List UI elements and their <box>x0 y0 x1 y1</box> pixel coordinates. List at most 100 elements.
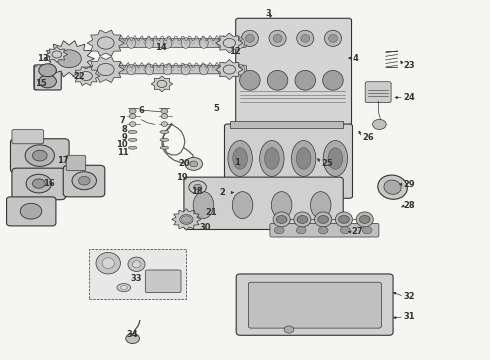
Circle shape <box>276 216 287 224</box>
Text: 23: 23 <box>404 62 416 71</box>
Circle shape <box>340 226 350 234</box>
Circle shape <box>32 150 47 161</box>
Circle shape <box>80 72 92 81</box>
Ellipse shape <box>128 138 137 141</box>
Circle shape <box>296 226 306 234</box>
Ellipse shape <box>236 38 245 48</box>
Ellipse shape <box>301 35 310 42</box>
Ellipse shape <box>163 64 172 75</box>
Ellipse shape <box>268 71 288 90</box>
Circle shape <box>157 80 167 87</box>
Ellipse shape <box>297 30 314 46</box>
FancyBboxPatch shape <box>230 121 343 129</box>
Circle shape <box>181 216 191 223</box>
FancyBboxPatch shape <box>224 124 352 198</box>
Ellipse shape <box>236 64 245 75</box>
Ellipse shape <box>199 38 208 48</box>
FancyBboxPatch shape <box>236 18 351 125</box>
Text: 34: 34 <box>127 330 139 339</box>
Circle shape <box>72 172 97 190</box>
Ellipse shape <box>128 257 145 271</box>
Text: 2: 2 <box>220 188 225 197</box>
Ellipse shape <box>245 35 254 42</box>
Ellipse shape <box>160 130 169 134</box>
Text: 32: 32 <box>404 292 416 301</box>
FancyBboxPatch shape <box>12 130 44 144</box>
Circle shape <box>129 114 136 118</box>
Polygon shape <box>46 46 68 62</box>
Ellipse shape <box>145 64 154 75</box>
Text: 33: 33 <box>130 274 142 283</box>
Ellipse shape <box>160 138 169 141</box>
Ellipse shape <box>273 35 282 42</box>
Ellipse shape <box>335 212 352 227</box>
Circle shape <box>20 203 42 219</box>
Ellipse shape <box>128 146 137 149</box>
Circle shape <box>194 184 201 190</box>
Circle shape <box>161 114 168 118</box>
Ellipse shape <box>160 146 169 149</box>
Circle shape <box>180 215 193 224</box>
Text: 18: 18 <box>191 187 203 196</box>
FancyBboxPatch shape <box>236 274 393 335</box>
Text: 17: 17 <box>57 157 69 166</box>
Ellipse shape <box>265 148 279 169</box>
Text: 14: 14 <box>155 43 167 52</box>
Circle shape <box>58 50 80 67</box>
Ellipse shape <box>228 140 252 176</box>
Text: 16: 16 <box>43 179 54 188</box>
Ellipse shape <box>163 38 172 48</box>
Ellipse shape <box>127 38 136 48</box>
Circle shape <box>52 51 62 58</box>
Ellipse shape <box>242 30 258 46</box>
Circle shape <box>185 157 202 170</box>
Ellipse shape <box>218 38 226 48</box>
Circle shape <box>161 122 168 126</box>
Text: 31: 31 <box>404 312 416 321</box>
Circle shape <box>189 181 206 194</box>
FancyBboxPatch shape <box>34 65 61 90</box>
Ellipse shape <box>292 140 316 176</box>
Ellipse shape <box>132 261 141 268</box>
Circle shape <box>129 122 136 126</box>
Text: 9: 9 <box>122 133 128 142</box>
FancyBboxPatch shape <box>10 139 69 173</box>
FancyBboxPatch shape <box>102 39 246 47</box>
Text: 3: 3 <box>266 9 271 18</box>
Ellipse shape <box>218 64 226 75</box>
Text: 10: 10 <box>116 140 128 149</box>
Text: 20: 20 <box>178 159 190 168</box>
Polygon shape <box>216 59 243 80</box>
Polygon shape <box>172 209 201 230</box>
Text: 22: 22 <box>73 72 85 81</box>
Circle shape <box>25 145 54 166</box>
Polygon shape <box>216 33 243 53</box>
Ellipse shape <box>127 64 136 75</box>
Circle shape <box>98 37 114 49</box>
Ellipse shape <box>102 258 114 269</box>
Ellipse shape <box>328 148 343 169</box>
Ellipse shape <box>273 212 290 227</box>
Text: 13: 13 <box>37 54 49 63</box>
Text: 5: 5 <box>213 104 219 113</box>
Circle shape <box>372 120 386 130</box>
FancyBboxPatch shape <box>248 282 381 328</box>
Polygon shape <box>87 30 124 56</box>
Ellipse shape <box>323 71 343 90</box>
Circle shape <box>129 109 136 114</box>
Ellipse shape <box>199 64 208 75</box>
Circle shape <box>339 216 349 224</box>
Text: 11: 11 <box>117 148 129 157</box>
Ellipse shape <box>117 284 131 292</box>
Polygon shape <box>73 67 100 86</box>
Circle shape <box>26 174 51 193</box>
FancyBboxPatch shape <box>146 270 181 293</box>
Ellipse shape <box>193 192 214 219</box>
Ellipse shape <box>315 212 332 227</box>
Ellipse shape <box>128 130 137 134</box>
Circle shape <box>318 226 328 234</box>
Polygon shape <box>44 41 95 77</box>
Circle shape <box>297 216 308 224</box>
Circle shape <box>39 64 56 77</box>
Text: 6: 6 <box>139 105 145 114</box>
